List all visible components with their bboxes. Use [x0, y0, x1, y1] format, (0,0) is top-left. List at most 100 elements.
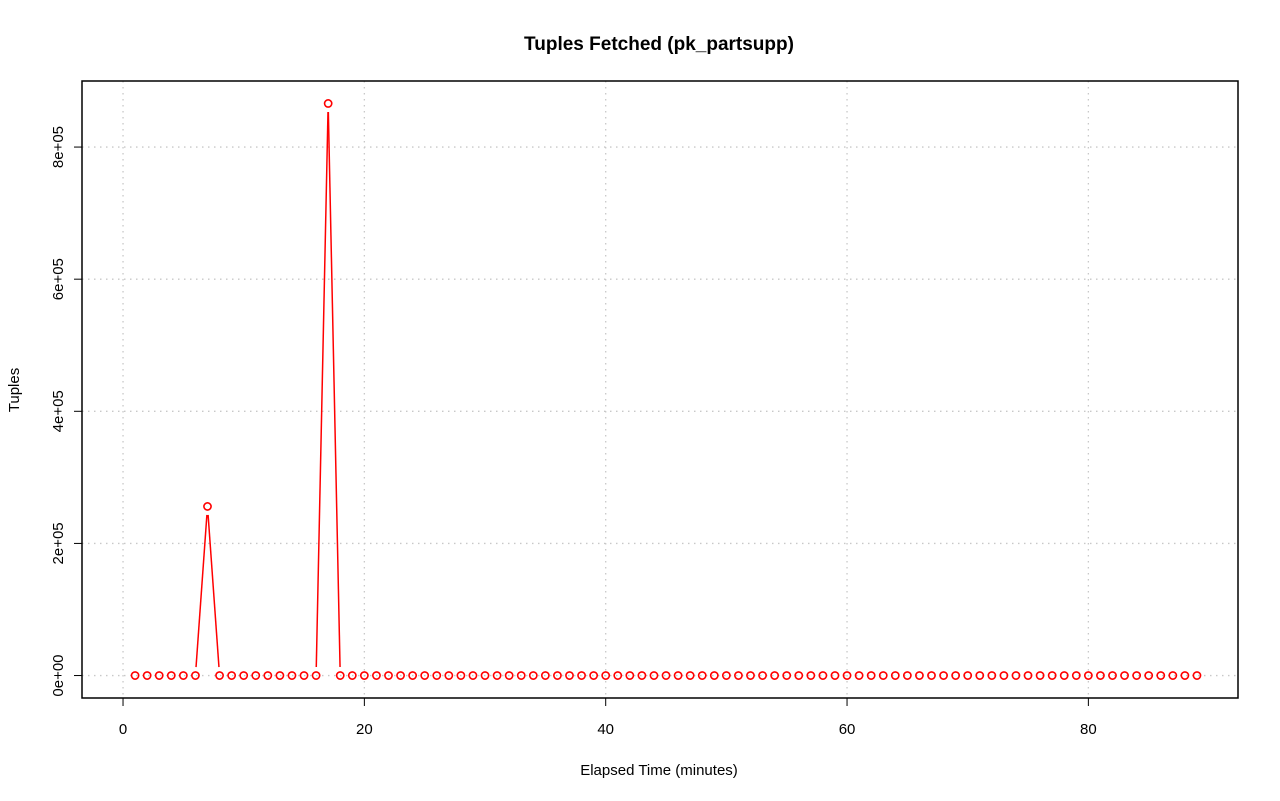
- data-point: [709, 671, 719, 680]
- data-point: [154, 671, 164, 680]
- y-tick-label: 4e+05: [50, 390, 67, 432]
- data-point: [287, 671, 297, 680]
- data-point: [468, 671, 478, 680]
- data-point: [637, 671, 647, 680]
- data-point: [975, 671, 985, 680]
- data-point: [746, 671, 755, 680]
- data-point: [275, 671, 285, 680]
- data-point: [902, 671, 912, 680]
- data-point: [263, 671, 273, 680]
- data-point: [661, 671, 671, 680]
- data-point: [420, 671, 430, 680]
- y-axis-label: Tuples: [6, 368, 23, 412]
- data-point: [251, 671, 261, 680]
- y-axis: 0e+00 2e+05 4e+05 6e+05 8e+05: [50, 126, 83, 697]
- series: [130, 99, 1202, 680]
- data-point: [1144, 671, 1154, 680]
- data-point: [649, 671, 659, 680]
- data-point: [480, 671, 490, 680]
- data-point: [1035, 671, 1045, 680]
- data-point: [1180, 671, 1190, 680]
- data-point: [540, 671, 550, 680]
- data-point: [685, 671, 695, 680]
- series-line-segment: [327, 111, 341, 668]
- data-point: [625, 671, 635, 680]
- data-point: [203, 502, 212, 511]
- data-point: [396, 671, 405, 680]
- data-point: [963, 671, 973, 680]
- data-point: [432, 671, 442, 680]
- data-point: [577, 671, 586, 680]
- y-tick-label: 6e+05: [50, 258, 67, 300]
- data-point: [142, 671, 152, 680]
- data-point: [359, 671, 369, 680]
- data-point: [492, 671, 502, 680]
- data-point: [794, 671, 804, 680]
- data-point: [553, 671, 562, 680]
- data-point: [239, 671, 249, 680]
- data-point: [1047, 671, 1057, 680]
- data-point: [372, 671, 381, 680]
- data-point: [1192, 671, 1202, 680]
- data-point: [1120, 671, 1129, 680]
- data-point: [915, 671, 924, 680]
- data-point: [1168, 671, 1178, 680]
- series-line-segment: [315, 111, 329, 668]
- data-point: [1108, 671, 1117, 680]
- data-point: [130, 671, 140, 680]
- x-axis: 0 20 40 60 80: [119, 697, 1097, 738]
- x-axis-label: Elapsed Time (minutes): [580, 762, 738, 779]
- data-point: [215, 671, 224, 680]
- data-point: [335, 671, 345, 680]
- data-point: [1023, 671, 1033, 680]
- data-point: [927, 671, 936, 680]
- x-tick-label: 60: [839, 721, 856, 738]
- chart-title: Tuples Fetched (pk_partsupp): [524, 34, 794, 55]
- data-point: [456, 671, 466, 680]
- data-point: [347, 671, 357, 680]
- data-point: [516, 671, 526, 680]
- data-point: [166, 671, 176, 680]
- data-point: [384, 671, 393, 680]
- data-point: [1156, 671, 1166, 680]
- data-point: [408, 671, 418, 680]
- series-line-segment: [195, 514, 208, 668]
- x-tick-label: 40: [597, 721, 614, 738]
- grid: [82, 81, 1238, 698]
- data-point: [999, 671, 1009, 680]
- data-point: [444, 671, 454, 680]
- x-tick-label: 20: [356, 721, 373, 738]
- x-tick-label: 80: [1080, 721, 1097, 738]
- y-tick-label: 8e+05: [50, 126, 67, 168]
- data-point: [178, 671, 188, 680]
- data-point: [601, 671, 611, 680]
- data-point: [697, 671, 707, 680]
- data-point: [311, 671, 321, 680]
- data-point: [890, 671, 900, 680]
- data-point: [854, 671, 864, 680]
- y-tick-label: 0e+00: [50, 654, 67, 696]
- data-point: [758, 671, 767, 680]
- data-point: [734, 671, 743, 680]
- data-point: [528, 671, 538, 680]
- data-point: [1083, 671, 1093, 680]
- data-point: [939, 671, 948, 680]
- data-point: [806, 671, 816, 680]
- data-point: [866, 671, 876, 680]
- data-point: [565, 671, 574, 680]
- data-point: [782, 671, 792, 680]
- data-point: [299, 671, 309, 680]
- y-tick-label: 2e+05: [50, 522, 67, 564]
- data-point: [830, 671, 840, 680]
- data-point: [1011, 671, 1021, 680]
- data-point: [818, 671, 828, 680]
- data-point: [1132, 671, 1142, 680]
- x-tick-label: 0: [119, 721, 127, 738]
- data-point: [721, 671, 731, 680]
- data-point: [323, 99, 333, 108]
- data-point: [673, 671, 683, 680]
- data-point: [1071, 671, 1081, 680]
- plot-frame: [81, 80, 1239, 699]
- data-point: [613, 671, 623, 680]
